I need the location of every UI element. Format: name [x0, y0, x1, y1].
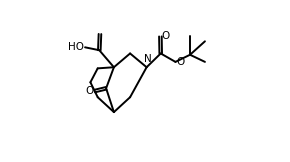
Text: N: N	[144, 54, 151, 64]
Text: O: O	[86, 86, 94, 96]
Text: HO: HO	[68, 42, 84, 52]
Text: O: O	[162, 31, 170, 41]
Text: O: O	[176, 57, 184, 67]
